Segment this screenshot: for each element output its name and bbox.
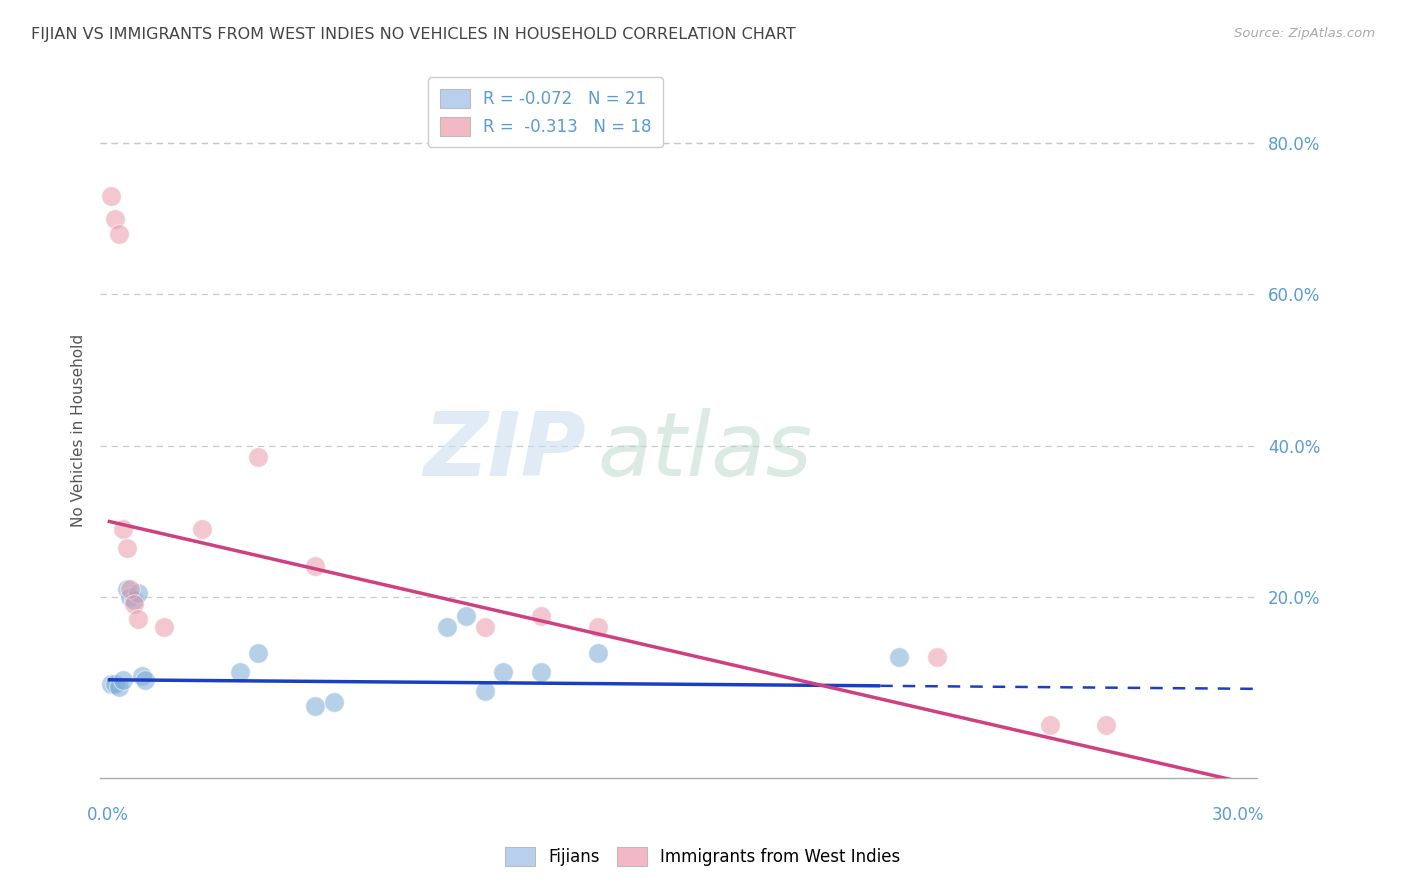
Point [247, 646, 270, 660]
Point [474, 684, 496, 698]
Text: 0.0%: 0.0% [87, 805, 128, 824]
Point [322, 695, 344, 709]
Text: 30.0%: 30.0% [1212, 805, 1264, 824]
Point [122, 593, 145, 607]
Point [104, 211, 127, 226]
Point [115, 541, 138, 555]
Point [304, 559, 326, 574]
Point [108, 681, 131, 695]
Point [530, 665, 553, 680]
Point [304, 699, 326, 714]
Point [474, 620, 496, 634]
Point [127, 586, 149, 600]
Point [131, 669, 153, 683]
Point [111, 673, 134, 687]
Point [586, 620, 609, 634]
Legend: R = -0.072   N = 21, R =  -0.313   N = 18: R = -0.072 N = 21, R = -0.313 N = 18 [427, 78, 664, 147]
Point [104, 676, 127, 690]
Point [122, 597, 145, 611]
Point [115, 582, 138, 596]
Point [120, 590, 142, 604]
Legend: Fijians, Immigrants from West Indies: Fijians, Immigrants from West Indies [498, 838, 908, 875]
Text: FIJIAN VS IMMIGRANTS FROM WEST INDIES NO VEHICLES IN HOUSEHOLD CORRELATION CHART: FIJIAN VS IMMIGRANTS FROM WEST INDIES NO… [31, 27, 796, 42]
Point [108, 227, 131, 241]
Point [120, 582, 142, 596]
Point [247, 450, 270, 464]
Point [228, 665, 250, 680]
Point [925, 650, 948, 665]
Text: atlas: atlas [598, 409, 813, 494]
Point [153, 620, 176, 634]
Point [887, 650, 910, 665]
Text: ZIP: ZIP [423, 408, 586, 495]
Point [134, 673, 156, 687]
Point [1039, 718, 1062, 732]
Point [586, 646, 609, 660]
Point [111, 522, 134, 536]
Point [1095, 718, 1118, 732]
Point [100, 189, 122, 203]
Point [127, 612, 149, 626]
Point [454, 608, 477, 623]
Point [492, 665, 515, 680]
Y-axis label: No Vehicles in Household: No Vehicles in Household [72, 334, 86, 527]
Point [191, 522, 214, 536]
Point [100, 676, 122, 690]
Text: Source: ZipAtlas.com: Source: ZipAtlas.com [1234, 27, 1375, 40]
Point [530, 608, 553, 623]
Point [436, 620, 458, 634]
